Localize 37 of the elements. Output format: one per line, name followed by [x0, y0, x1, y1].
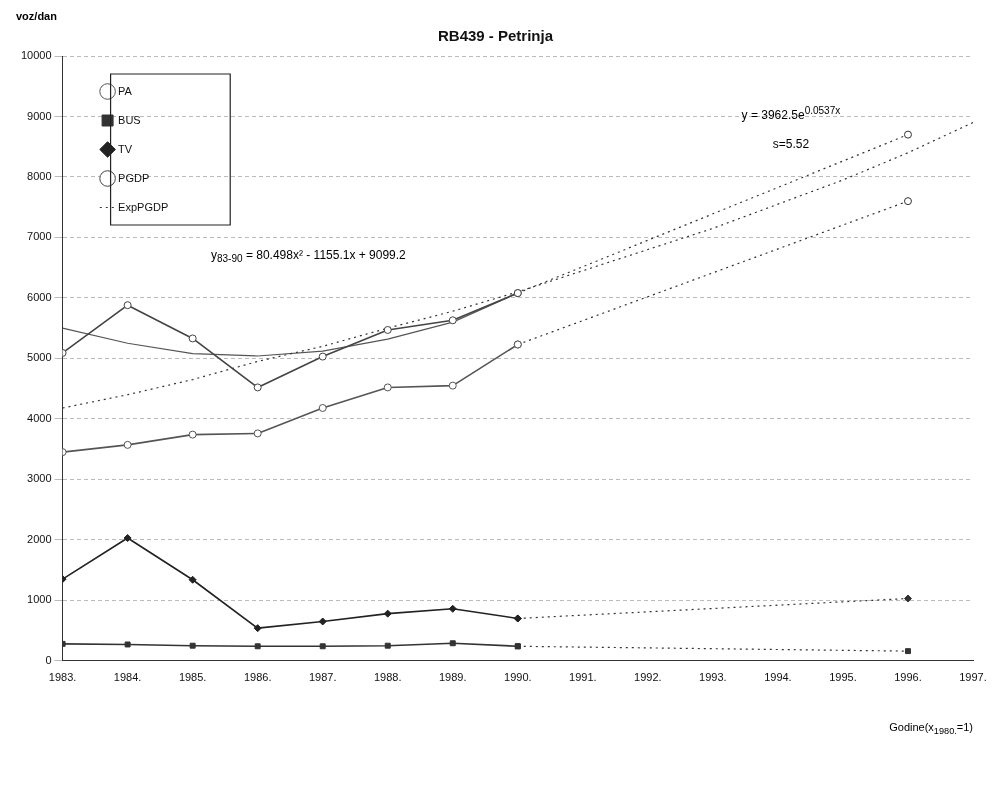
annotation: s=5.52 [772, 136, 810, 151]
x-tick-label: 1989. [439, 671, 467, 684]
y-tick-label: 8000 [27, 169, 52, 182]
x-tick-label: 1992. [634, 671, 662, 684]
legend-label: PA [118, 84, 133, 97]
x-tick-label: 1985. [178, 671, 207, 684]
x-tick-label: 1983. [48, 671, 77, 684]
y-tick-label: 5000 [27, 351, 52, 364]
x-tick-label: 1995. [829, 671, 857, 684]
legend-label: TV [118, 142, 133, 155]
y-tick-label: 6000 [27, 290, 52, 303]
y-tick-label: 4000 [27, 411, 52, 424]
y-tick-label: 7000 [27, 230, 52, 243]
annotation: y = 3962.5e$^{0.0537x}$ [741, 104, 841, 122]
annotation: y$_{83-90}$ = 80.498x² - 1155.1x + 9099.2 [210, 247, 406, 264]
x-tick-label: 1990. [504, 671, 532, 684]
y-tick-label: 10000 [20, 49, 52, 62]
y-tick-label: 3000 [27, 472, 52, 485]
x-tick-label: 1994. [764, 671, 792, 684]
legend-label: PGDP [118, 171, 150, 184]
y-tick-label: 1000 [27, 593, 52, 606]
y-tick-label: 9000 [27, 109, 52, 122]
x-tick-label: 1984. [113, 671, 142, 684]
chart-title: RB439 - Petrinja [437, 27, 554, 45]
x-tick-label: 1991. [569, 671, 597, 684]
legend-label: ExpPGDP [118, 200, 169, 213]
x-tick-label: 1996. [894, 671, 922, 684]
x-tick-label: 1997. [959, 671, 987, 684]
legend-label: BUS [118, 113, 141, 126]
x-tick-label: 1988. [373, 671, 402, 684]
x-tick-label: 1987. [308, 671, 337, 684]
x-tick-label: 1993. [699, 671, 727, 684]
x-axis-title: Godine(x$_{1980.}$=1) [889, 720, 973, 736]
x-tick-label: 1986. [243, 671, 272, 684]
y-axis-title: voz/dan [16, 10, 57, 22]
y-tick-label: 2000 [27, 532, 52, 545]
y-tick-label: 0 [45, 653, 52, 666]
